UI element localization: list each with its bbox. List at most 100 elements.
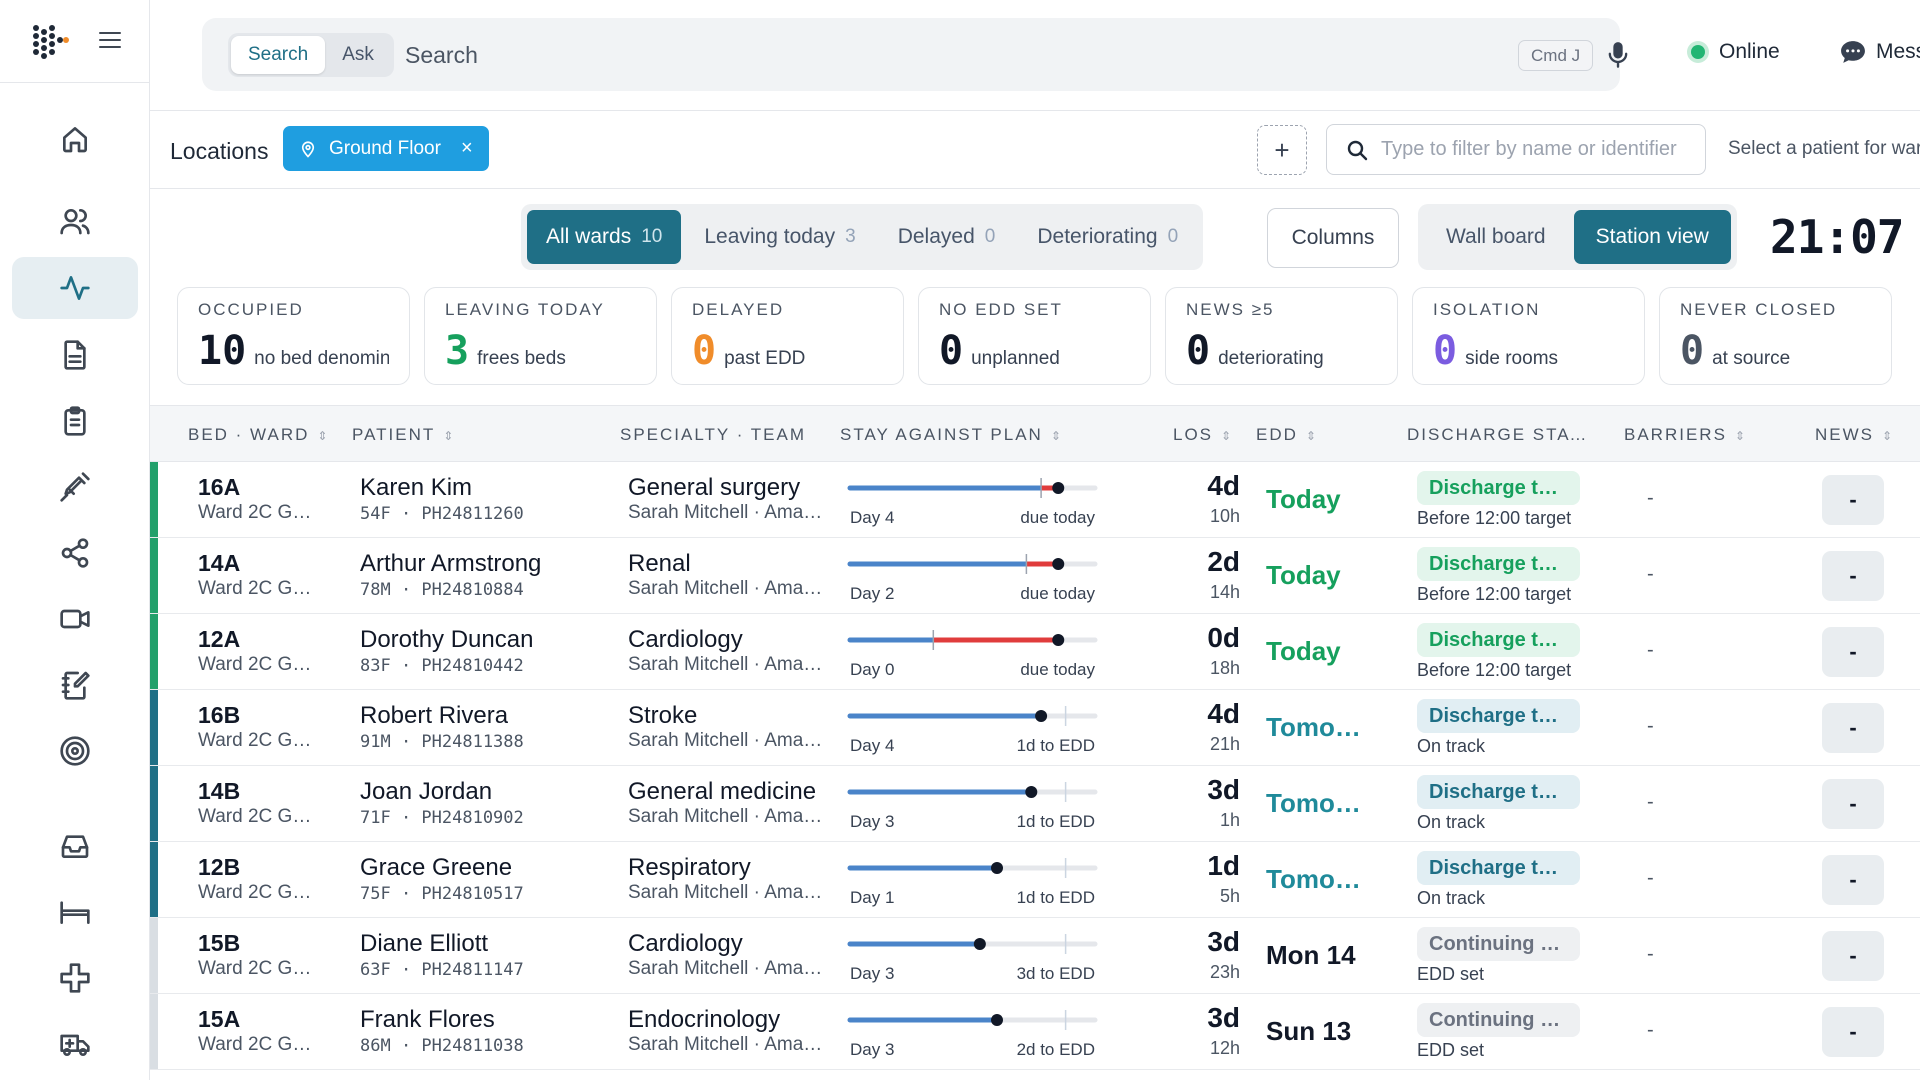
columns-button[interactable]: Columns (1267, 208, 1399, 268)
location-chip[interactable]: Ground Floor × (283, 126, 489, 171)
patient-name[interactable]: Grace Greene (360, 854, 513, 881)
nav-activity[interactable] (12, 257, 138, 319)
los-days: 4d (1207, 698, 1240, 729)
stay-progress-bar (847, 1010, 1098, 1030)
stat-card[interactable]: NEWS ≥5 0 deteriorating (1165, 287, 1398, 385)
column-header-specialty[interactable]: SPECIALTY · TEAM (620, 425, 820, 445)
patient-name[interactable]: Frank Flores (360, 1006, 495, 1033)
stat-label: NEWS ≥5 (1186, 300, 1275, 319)
nav-clinical[interactable] (12, 947, 138, 1009)
nav-clipboard[interactable] (12, 390, 138, 452)
patient-name[interactable]: Diane Elliott (360, 930, 489, 957)
team: Sarah Mitchell · Amanda (628, 578, 828, 599)
stat-card[interactable]: LEAVING TODAY 3 frees beds (424, 287, 657, 385)
column-header-barriers[interactable]: BARRIERS ⇕ (1624, 425, 1745, 445)
column-header-los[interactable]: LOS ⇕ (1173, 425, 1231, 445)
column-header-edd[interactable]: EDD ⇕ (1256, 425, 1316, 445)
discharge-status-label: Discharge today (1429, 628, 1568, 651)
station-view-button[interactable]: Station view (1573, 210, 1731, 264)
news-score-button[interactable]: - (1822, 475, 1884, 525)
news-score-button[interactable]: - (1822, 779, 1884, 829)
column-header-news[interactable]: NEWS ⇕ (1815, 425, 1892, 445)
nav-patients[interactable] (12, 190, 138, 252)
stat-card[interactable]: NO EDD SET 0 unplanned (918, 287, 1151, 385)
patient-filter-input[interactable] (1381, 138, 1701, 161)
close-icon[interactable]: × (460, 137, 473, 159)
specialty: General surgery (628, 474, 801, 501)
patient-name[interactable]: Dorothy Duncan (360, 626, 534, 653)
tab-all-wards[interactable]: All wards 10 (527, 210, 682, 264)
nav-targets[interactable] (12, 720, 138, 782)
nav-beds[interactable] (12, 881, 138, 943)
sort-icon: ⇕ (1050, 429, 1061, 443)
stat-card[interactable]: DELAYED 0 past EDD (671, 287, 904, 385)
barriers-value: - (1647, 639, 1654, 661)
nav-home[interactable] (12, 108, 138, 170)
news-score-button[interactable]: - (1822, 855, 1884, 905)
column-header-bed[interactable]: BED · WARD ⇕ (188, 425, 327, 445)
discharge-status-chip[interactable]: Discharge today (1417, 471, 1580, 505)
search-mode-search[interactable]: Search (231, 36, 326, 74)
news-score-button[interactable]: - (1822, 627, 1884, 677)
microphone-icon[interactable] (1604, 41, 1632, 69)
app-logo[interactable] (30, 22, 70, 60)
stay-progress-bar (847, 478, 1098, 498)
hamburger-icon (99, 32, 121, 48)
stat-card[interactable]: NEVER CLOSED 0 at source (1659, 287, 1892, 385)
nav-notes[interactable] (12, 654, 138, 716)
patient-name[interactable]: Robert Rivera (360, 702, 509, 729)
ward-name: Ward 2C General (198, 730, 318, 751)
column-header-stay[interactable]: STAY AGAINST PLAN ⇕ (840, 425, 1061, 445)
add-location-button[interactable]: + (1257, 125, 1307, 175)
news-score-button[interactable]: - (1822, 1007, 1884, 1057)
patient-name[interactable]: Karen Kim (360, 474, 473, 501)
news-score-button[interactable]: - (1822, 703, 1884, 753)
tab-deteriorating[interactable]: Deteriorating 0 (1018, 210, 1197, 264)
patient-name[interactable]: Joan Jordan (360, 778, 493, 805)
patient-name[interactable]: Arthur Armstrong (360, 550, 542, 577)
discharge-status-chip[interactable]: Discharge tomorrow (1417, 699, 1580, 733)
current-position-dot (1052, 634, 1065, 646)
wall-board-view-button[interactable]: Wall board (1446, 225, 1546, 248)
news-score-button[interactable]: - (1822, 931, 1884, 981)
stat-card[interactable]: OCCUPIED 10 no bed denominator (177, 287, 410, 385)
tab-label: All wards (546, 225, 632, 248)
discharge-status-chip[interactable]: Discharge tomorrow (1417, 775, 1580, 809)
stay-progress-bar (847, 934, 1098, 954)
tab-delayed[interactable]: Delayed 0 (879, 210, 1015, 264)
nav-video[interactable] (12, 588, 138, 650)
column-header-patient[interactable]: PATIENT ⇕ (352, 425, 453, 445)
messages-button[interactable]: Messages (1840, 40, 1920, 64)
discharge-status-chip[interactable]: Discharge today (1417, 623, 1580, 657)
nav-share[interactable] (12, 522, 138, 584)
online-status[interactable]: Online (1687, 40, 1780, 64)
discharge-status-chip[interactable]: Continuing care (1417, 1003, 1580, 1037)
column-header-discharge[interactable]: DISCHARGE STATUS (1407, 425, 1587, 445)
tab-label: Deteriorating (1037, 225, 1158, 248)
stay-plan-label: due today (1020, 508, 1095, 527)
nav-medication[interactable] (12, 456, 138, 518)
nav-transport[interactable] (12, 1013, 138, 1075)
stay-plan-label: 1d to EDD (1016, 736, 1095, 755)
stat-value: 3 (445, 328, 470, 374)
discharge-status-chip[interactable]: Discharge tomorrow (1417, 851, 1580, 885)
discharge-status-chip[interactable]: Continuing care (1417, 927, 1580, 961)
nav-documents[interactable] (12, 324, 138, 386)
ward-filter-tabs: All wards 10 Leaving today 3 Delayed 0 Dete… (521, 204, 1204, 270)
discharge-status-chip[interactable]: Discharge today (1417, 547, 1580, 581)
tab-leaving-today[interactable]: Leaving today 3 (685, 210, 874, 264)
stat-card[interactable]: ISOLATION 0 side rooms (1412, 287, 1645, 385)
menu-toggle-button[interactable] (96, 26, 124, 54)
search-input[interactable] (405, 38, 1305, 72)
nav-inbox[interactable] (12, 815, 138, 877)
news-score-button[interactable]: - (1822, 551, 1884, 601)
search-mode-ask[interactable]: Ask (342, 44, 374, 65)
